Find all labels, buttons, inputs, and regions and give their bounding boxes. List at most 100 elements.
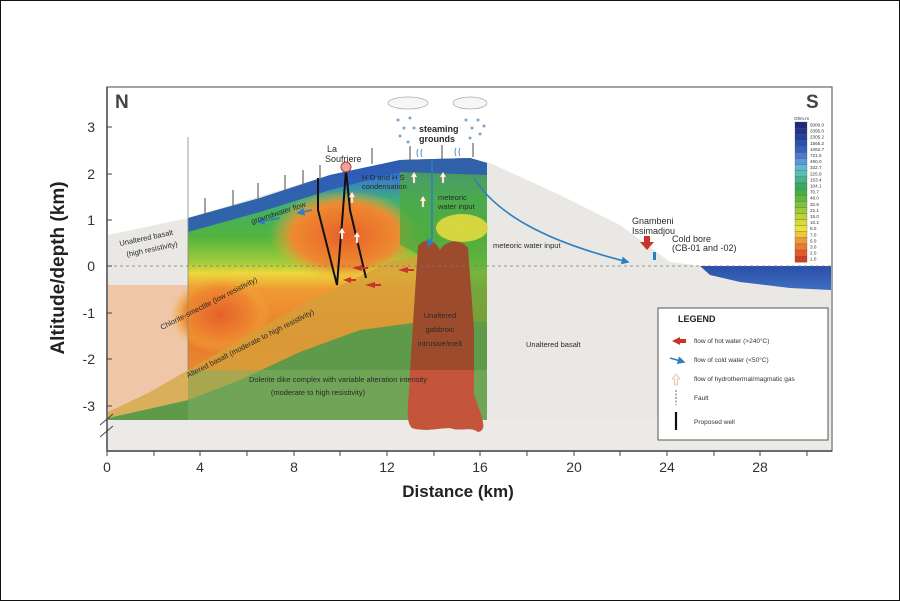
gabbro-label: Unaltered (424, 311, 457, 320)
colorbar-value: 2305.2 (810, 135, 824, 140)
gabbro-lower (407, 370, 484, 432)
y-tick-label: 2 (87, 166, 95, 182)
colorbar-swatch (794, 134, 808, 141)
surface-conductive-layer (188, 158, 487, 232)
colorbar-value: 1.0 (810, 257, 817, 262)
la-soufriere-vent-icon (340, 161, 352, 173)
legend-title: LEGEND (678, 314, 716, 324)
colorbar-value: 490.0 (810, 159, 822, 164)
x-tick-label: 28 (752, 459, 768, 475)
cold-bore-label: (CB-01 and -02) (672, 243, 737, 253)
sea (700, 266, 831, 290)
colorbar-value: 3.0 (810, 245, 817, 250)
clouds (387, 96, 488, 110)
meteoric-input-label: meteoric (438, 193, 467, 202)
colorbar-value: 721.6 (810, 153, 822, 158)
unaltered-basalt-right-label: Unaltered basalt (526, 340, 582, 349)
gas-arrows (338, 171, 447, 244)
x-tick-label: 24 (659, 459, 675, 475)
colorbar-swatch (794, 182, 808, 190)
colorbar-swatch (794, 225, 808, 232)
meteoric-input-label: water input (437, 202, 476, 211)
colorbar-value: 22.1 (810, 208, 819, 213)
axis-break (99, 425, 114, 438)
dolerite-label: Dolerite dike complex with variable alte… (249, 375, 427, 384)
gnambeni-label: Gnambeni (632, 216, 674, 226)
cold-bore-icon (653, 252, 656, 260)
chlorite-left-region (108, 285, 188, 412)
colorbar-swatch (794, 188, 808, 196)
colorbar-swatch (794, 231, 808, 239)
gabbro-label: gabbroic (426, 325, 455, 334)
steaming-grounds-label: steaming (419, 124, 459, 134)
axis-break (99, 413, 114, 426)
colorbar-value: 2.0 (810, 251, 817, 256)
colorbar-value: 1565.2 (810, 141, 824, 146)
gnambeni-hot-spring-icon (640, 236, 654, 250)
x-tick-label: 0 (103, 459, 111, 475)
cold-bore-label: Cold bore (672, 234, 711, 244)
colorbar-value: 225.9 (810, 171, 822, 176)
y-tick-label: 0 (87, 258, 95, 274)
meteoric-slope-label: meteoric water input (493, 241, 561, 250)
x-tick-label: 12 (379, 459, 395, 475)
colorbar-value: 5.0 (810, 238, 817, 243)
colorbar-swatch (794, 201, 808, 208)
legend-item-label: flow of hot water (>240°C) (694, 337, 769, 345)
condensation-label: H O and H S (362, 173, 405, 182)
colorbar-value: 1062.7 (810, 147, 824, 152)
colorbar-swatch (794, 127, 808, 135)
colorbar-swatch (794, 195, 808, 202)
colorbar-swatch (794, 140, 808, 147)
colorbar-swatch (794, 146, 808, 153)
colorbar-value: 3395.0 (810, 129, 824, 134)
legend-item-label: flow of cold water (<50°C) (694, 356, 769, 364)
yellow-blob (436, 214, 488, 242)
colorbar: Ohm.m 5000.03395.02305.21565.21062.7721.… (794, 116, 824, 263)
colorbar-swatch (794, 158, 808, 165)
y-axis-label: Altitude/depth (km) (48, 181, 69, 354)
y-tick-label: 1 (87, 212, 95, 228)
condensation-label: condensation (362, 182, 407, 191)
la-soufriere-label: La (327, 144, 337, 154)
colorbar-value: 7.0 (810, 232, 817, 237)
y-tick-label: -1 (83, 305, 96, 321)
colorbar-swatch (794, 237, 808, 245)
colorbar-value: 104.1 (810, 184, 822, 189)
x-axis-label: Distance (km) (402, 482, 513, 501)
y-tick-label: 3 (87, 119, 95, 135)
colorbar-swatch (794, 249, 808, 257)
x-ticks (106, 451, 808, 456)
colorbar-value: 5000.0 (810, 123, 824, 128)
legend: LEGEND flow of hot water (>240°C) flow o… (657, 307, 829, 441)
gnambeni-label: Issimadjou (632, 226, 675, 236)
colorbar-unit: Ohm.m (794, 116, 809, 121)
colorbar-value: 8.0 (810, 226, 817, 231)
legend-item-label: Proposed well (694, 419, 735, 426)
altered-basalt-band (108, 255, 420, 418)
colorbar-swatch (794, 164, 808, 171)
legend-item-label: flow of hydrothermal/magmatic gas (694, 376, 796, 383)
rain-drops (396, 116, 486, 144)
colorbar-value: 32.6 (810, 202, 819, 207)
la-soufriere-label: Soufriere (325, 154, 362, 164)
colorbar-swatch (794, 207, 808, 214)
blue-arrow-icon (669, 356, 686, 365)
colorbar-swatch (794, 121, 808, 129)
steaming-grounds-label: grounds (419, 134, 455, 144)
colorbar-value: 70.7 (810, 190, 819, 195)
colorbar-swatch (794, 213, 808, 220)
mt-stations (204, 143, 474, 214)
proposed-wells (317, 169, 367, 286)
y-tick-label: -2 (83, 351, 96, 367)
red-arrow-icon (672, 337, 686, 345)
north-label: N (115, 92, 129, 113)
hot-water-arrows (343, 265, 414, 288)
x-tick-label: 8 (290, 459, 298, 475)
colorbar-value: 332.7 (810, 165, 822, 170)
dolerite-label: (moderate to high resistivity) (271, 388, 366, 397)
colorbar-value: 15.0 (810, 214, 819, 219)
x-tick-label: 4 (196, 459, 204, 475)
colorbar-swatch (794, 170, 808, 178)
